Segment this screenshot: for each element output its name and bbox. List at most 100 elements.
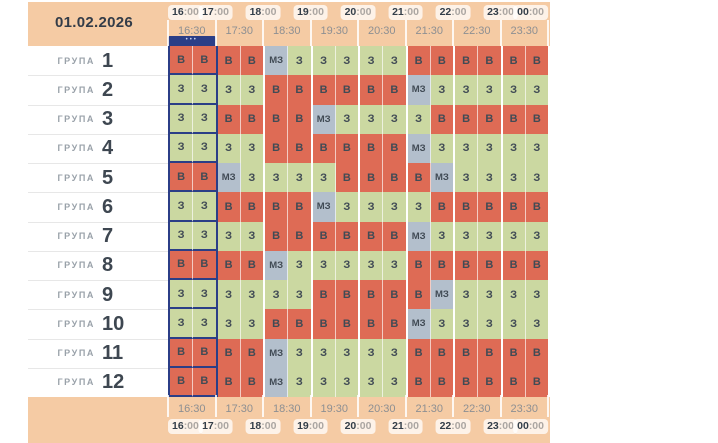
schedule-cell[interactable]: З [288,163,313,193]
schedule-cell[interactable]: З [478,75,503,105]
schedule-cell[interactable]: З [265,280,289,310]
schedule-cell[interactable]: В [335,133,360,163]
schedule-cell[interactable]: В [430,367,455,397]
schedule-cell[interactable]: З [288,367,313,397]
schedule-cell[interactable]: З [478,221,503,251]
schedule-cell[interactable]: З [430,221,455,251]
schedule-cell[interactable]: В [288,221,313,251]
schedule-cell[interactable]: В [217,192,241,222]
schedule-cell[interactable]: В [455,367,479,397]
schedule-cell[interactable]: В [265,133,289,163]
schedule-cell[interactable]: З [168,133,194,163]
schedule-cell[interactable]: З [383,367,408,397]
schedule-cell[interactable]: З [312,367,336,397]
schedule-cell[interactable]: В [265,309,289,339]
schedule-cell[interactable]: З [240,75,265,105]
schedule-cell[interactable]: В [525,367,548,397]
schedule-cell[interactable]: З [430,133,455,163]
schedule-cell[interactable]: В [525,104,548,134]
schedule-cell[interactable]: З [168,221,194,251]
schedule-cell[interactable]: В [430,338,455,368]
schedule-cell[interactable]: З [455,163,479,193]
schedule-cell[interactable]: З [525,280,548,310]
schedule-cell[interactable]: З [168,104,194,134]
schedule-cell[interactable]: В [360,133,384,163]
schedule-cell[interactable]: В [455,192,479,222]
schedule-cell[interactable]: З [335,367,360,397]
schedule-cell[interactable]: В [430,192,455,222]
schedule-cell[interactable]: МЗ [312,104,336,134]
schedule-cell[interactable]: В [478,192,503,222]
schedule-cell[interactable]: В [407,280,431,310]
schedule-cell[interactable]: З [455,280,479,310]
schedule-cell[interactable]: В [217,104,241,134]
schedule-cell[interactable]: З [502,133,526,163]
schedule-cell[interactable]: В [455,46,479,76]
schedule-cell[interactable]: В [502,367,526,397]
schedule-cell[interactable]: В [335,221,360,251]
schedule-cell[interactable]: З [525,309,548,339]
schedule-cell[interactable]: З [502,221,526,251]
schedule-cell[interactable]: З [335,338,360,368]
schedule-cell[interactable]: З [217,75,241,105]
schedule-cell[interactable]: В [217,367,241,397]
schedule-cell[interactable]: З [193,192,218,222]
selection-menu-handle[interactable]: ••• [168,36,216,46]
schedule-cell[interactable]: З [525,221,548,251]
schedule-cell[interactable]: В [430,46,455,76]
schedule-cell[interactable]: З [217,280,241,310]
schedule-cell[interactable]: В [288,104,313,134]
schedule-cell[interactable]: З [312,163,336,193]
schedule-cell[interactable]: В [240,46,265,76]
schedule-cell[interactable]: З [383,338,408,368]
schedule-cell[interactable]: З [168,309,194,339]
schedule-cell[interactable]: З [335,250,360,280]
schedule-cell[interactable]: В [360,75,384,105]
schedule-cell[interactable]: З [217,309,241,339]
schedule-cell[interactable]: В [478,367,503,397]
schedule-cell[interactable]: МЗ [430,280,455,310]
schedule-cell[interactable]: З [193,133,218,163]
schedule-cell[interactable]: З [455,221,479,251]
schedule-cell[interactable]: В [265,192,289,222]
schedule-cell[interactable]: В [478,104,503,134]
schedule-cell[interactable]: В [525,46,548,76]
schedule-cell[interactable]: МЗ [407,133,431,163]
schedule-cell[interactable]: З [312,338,336,368]
schedule-cell[interactable]: МЗ [407,221,431,251]
schedule-cell[interactable]: В [288,133,313,163]
schedule-cell[interactable]: З [478,163,503,193]
schedule-cell[interactable]: В [478,338,503,368]
schedule-cell[interactable]: В [478,250,503,280]
schedule-cell[interactable]: З [525,133,548,163]
schedule-cell[interactable]: З [312,46,336,76]
schedule-cell[interactable]: В [240,192,265,222]
schedule-cell[interactable]: З [335,104,360,134]
schedule-cell[interactable]: МЗ [312,192,336,222]
schedule-cell[interactable]: З [335,192,360,222]
schedule-cell[interactable]: З [288,46,313,76]
schedule-cell[interactable]: В [335,280,360,310]
schedule-cell[interactable]: В [502,192,526,222]
schedule-cell[interactable]: З [335,46,360,76]
schedule-cell[interactable]: З [240,133,265,163]
schedule-cell[interactable]: З [312,250,336,280]
schedule-cell[interactable]: В [525,192,548,222]
schedule-cell[interactable]: В [217,46,241,76]
schedule-cell[interactable]: МЗ [217,163,241,193]
schedule-cell[interactable]: З [383,46,408,76]
schedule-cell[interactable]: В [193,46,218,76]
schedule-cell[interactable]: В [288,309,313,339]
schedule-cell[interactable]: В [430,104,455,134]
schedule-cell[interactable]: В [193,163,218,193]
schedule-cell[interactable]: В [383,309,408,339]
schedule-cell[interactable]: В [455,338,479,368]
schedule-cell[interactable]: В [407,338,431,368]
schedule-cell[interactable]: МЗ [265,338,289,368]
schedule-cell[interactable]: З [383,192,408,222]
schedule-cell[interactable]: МЗ [265,250,289,280]
schedule-cell[interactable]: З [240,309,265,339]
schedule-cell[interactable]: З [502,75,526,105]
schedule-cell[interactable]: З [430,309,455,339]
schedule-cell[interactable]: В [217,250,241,280]
